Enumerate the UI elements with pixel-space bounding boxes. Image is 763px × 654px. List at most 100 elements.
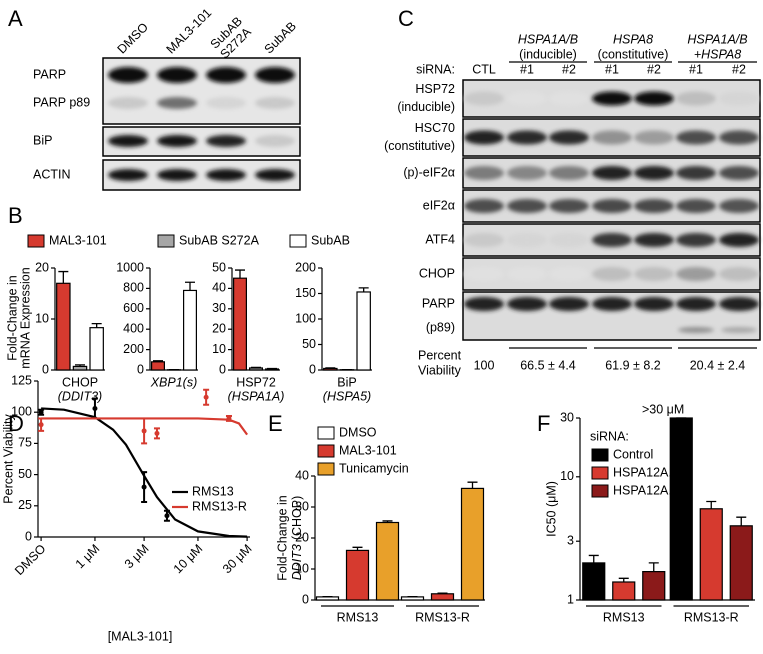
blot-band [549,297,589,311]
blot-band [464,233,504,247]
blot-band [719,233,759,247]
data-point [38,409,44,415]
blot-band [719,166,759,180]
panel-letter: A [8,6,23,31]
y-tick-label: 200 [123,342,144,356]
bar [72,365,88,371]
blot-band [676,130,716,145]
bar [729,525,753,601]
x-tick-label: 3 μM [122,542,152,572]
bar [699,508,723,601]
blot-band [592,233,632,247]
error-bar [352,546,363,551]
legend-label: SubAB S272A [179,233,260,247]
group-label: HSPA8 [613,32,653,46]
y-tick-label: 150 [295,286,316,300]
blot-band [157,97,197,109]
blot-band [108,135,148,147]
legend-label: MAL3-101 [339,443,397,457]
group-label: HSPA1A/B [518,32,578,46]
legend-swatch [591,484,609,498]
blot-band [634,130,674,145]
y-tick-label: 40 [212,281,226,295]
bar [323,367,338,371]
legend-label: RMS13 [192,484,234,498]
x-label: (HSPA5) [323,389,371,403]
y-tick-label: 800 [123,281,144,295]
row-label: ACTIN [33,167,71,181]
y-tick-label: 3 [567,534,574,548]
error-bar [437,592,448,594]
blot-band [719,199,759,213]
blot-band [592,130,632,145]
lane-label: DMSO [115,20,152,57]
legend-swatch [317,444,335,458]
row-label: (p89) [426,320,455,334]
x-axis-label: [MAL3-101] [108,629,173,643]
bar [56,282,71,371]
y-tick-label: 20 [35,260,49,274]
y-tick-label: 0 [25,529,32,543]
legend-swatch [317,462,335,476]
y-tick-label: 50 [18,467,32,481]
x-tick-label: DMSO [12,541,49,578]
blot-band [678,327,714,333]
error-bar [58,270,69,284]
row-label: (p)-eIF2α [403,165,455,179]
blot-band [255,169,295,181]
viability-label: Percent [418,348,462,362]
lane-label: #1 [520,62,534,76]
y-tick-label: 30 [295,499,309,513]
legend-swatch [157,234,175,248]
legend-label: SubAB [311,233,350,247]
error-bar [91,322,102,328]
bar [430,593,455,601]
data-point [141,428,147,434]
lane-label: SubAB [262,19,299,56]
bar [612,581,636,601]
viability-value: 100 [474,358,495,372]
blot-band [507,199,547,213]
panel-letter: E [268,411,283,436]
blot-band [719,297,759,311]
x-tick-label: RMS13-R [684,610,739,624]
blot-band [634,91,674,106]
row-label: ATF4 [425,232,455,246]
blot-band [719,91,759,106]
y-tick-label: 10 [212,342,226,356]
blot-band [157,169,197,181]
error-bar [736,516,747,526]
y-tick-label: 0 [137,362,144,376]
legend-title: siRNA: [590,429,629,443]
error-bar [153,360,163,362]
y-tick-label: 100 [11,404,32,418]
y-axis-label: Fold-Change in [5,275,19,361]
y-axis-label: DDIT3 [290,544,304,580]
blot-band [549,166,589,180]
lane-label: #2 [732,62,746,76]
legend-label: HSPA12A.2 [613,483,679,497]
data-point [203,394,209,400]
x-label: (HSPA1A) [228,389,285,403]
group-label: +HSPA8 [694,47,741,61]
blot-band [676,199,716,213]
legend-swatch [27,234,45,248]
error-bar [251,366,261,368]
legend-swatch [289,234,307,248]
lane-label: DMSO [115,20,152,57]
y-tick-label: 1000 [116,260,144,274]
x-label: CHOP [62,375,98,389]
blot-band [464,199,504,213]
y-axis-label: IC50 (μM) [544,481,558,537]
y-tick-label: 40 [295,468,309,482]
data-point [164,513,170,519]
blot-band [549,267,589,281]
blot-band [676,297,716,311]
y-tick-label: 10 [35,311,49,325]
blot-band [676,233,716,247]
y-tick-label: 25 [18,498,32,512]
blot-band [206,67,246,83]
y-tick-label: 0 [219,362,226,376]
blot-band [464,91,504,106]
